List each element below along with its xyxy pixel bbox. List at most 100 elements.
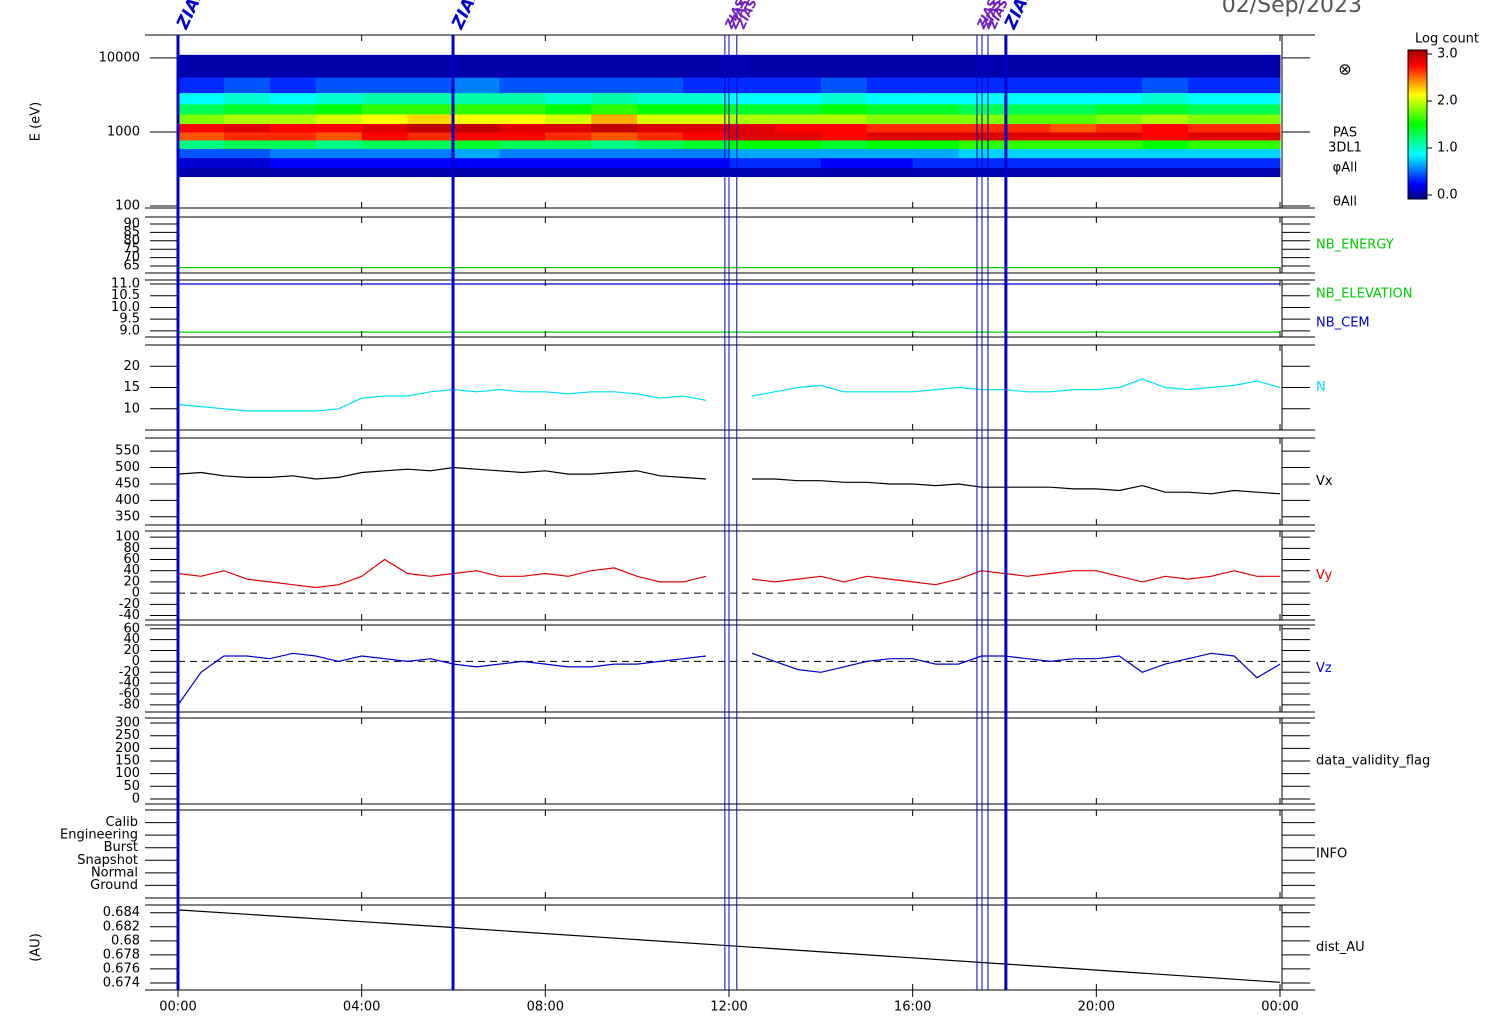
spectrogram-cell	[223, 123, 271, 133]
spectrogram-cell	[1234, 148, 1281, 159]
spectrogram-cell	[545, 77, 592, 94]
y-tick-label: 450	[115, 476, 140, 491]
spectrogram-cell	[729, 77, 776, 94]
spectrogram-cell	[1234, 103, 1281, 115]
spectrogram-cell	[683, 157, 730, 169]
spectrogram-cell	[1234, 123, 1281, 133]
spectrogram-cell	[1142, 123, 1189, 133]
spectrogram-cell	[683, 92, 730, 105]
panel-label: data_validity_flag	[1316, 754, 1430, 769]
y-tick-label: 10.0	[111, 300, 140, 315]
legend-label: NB_ENERGY	[1316, 238, 1394, 253]
spectrogram-cell	[1004, 167, 1051, 178]
spectrogram-cell	[223, 167, 271, 178]
legend-label: Vx	[1316, 474, 1333, 489]
y-axis-label: E (eV)	[29, 102, 44, 141]
y-tick-label: 40	[123, 632, 140, 647]
spectrogram-cell	[637, 139, 684, 149]
spectrogram-cell	[223, 54, 271, 78]
spectrogram-cell	[820, 123, 868, 133]
spectrogram-cell	[1050, 157, 1097, 169]
spectrogram-cell	[729, 131, 776, 141]
y-tick-label: -20	[119, 665, 140, 680]
spectrogram-cell	[912, 157, 960, 169]
spectrogram-cell	[591, 148, 638, 159]
y-tick-label: 1000	[107, 124, 140, 139]
spectrogram-cell	[361, 113, 409, 125]
spectrogram-cell	[223, 131, 271, 141]
spectrogram-cell	[1142, 167, 1189, 178]
series-line	[177, 378, 1281, 412]
spectrogram-cell	[683, 113, 730, 125]
legend-label: Vz	[1316, 661, 1332, 676]
colorbar-tick-label: 2.0	[1437, 94, 1458, 109]
y-tick-label: 9.0	[119, 323, 140, 338]
spectrogram-cell	[269, 167, 317, 178]
spectrogram-cell	[591, 167, 638, 178]
spectrogram-cell	[407, 167, 454, 178]
spectrogram-cell	[637, 131, 684, 141]
spectrogram-cell	[1050, 139, 1097, 149]
spectrogram-cell	[269, 123, 317, 133]
y-category-label: Normal	[91, 865, 138, 880]
spectrogram-cell	[178, 167, 225, 178]
spectrogram-cell	[912, 77, 960, 94]
spectrogram-cell	[820, 103, 868, 115]
spectrogram-cell	[820, 131, 868, 141]
y-tick-label: 350	[115, 509, 140, 524]
spectrogram-cell	[1142, 131, 1189, 141]
spectrogram-cell	[315, 148, 363, 159]
spectrogram-cell	[545, 103, 592, 115]
spectrogram-cell	[683, 131, 730, 141]
spectrogram-cell	[1142, 54, 1189, 78]
spectrogram-cell	[591, 157, 638, 169]
spectrogram-cell	[591, 92, 638, 105]
spectrogram-cell	[591, 77, 638, 94]
spectrogram-cell	[178, 131, 225, 141]
y-tick-label: -80	[119, 697, 140, 712]
spectrogram-cell	[912, 103, 960, 115]
spectrogram-cell	[774, 103, 822, 115]
spectrogram-cell	[1234, 131, 1281, 141]
x-tick-label: 00:00	[159, 1000, 196, 1015]
spectrogram-cell	[1004, 77, 1051, 94]
spectrogram-cell	[591, 113, 638, 125]
colorbar	[1407, 49, 1428, 200]
spectrogram-cell	[315, 103, 363, 115]
y-tick-label: 40	[123, 563, 140, 578]
instrument-label: PAS	[1333, 126, 1357, 141]
spectrogram-cell	[453, 131, 500, 141]
spectrogram-cell	[1004, 103, 1051, 115]
spectrogram-cell	[178, 103, 225, 115]
spectrogram-cell	[361, 77, 409, 94]
spectrogram-cell	[1096, 103, 1143, 115]
y-tick-label: 0	[132, 791, 140, 806]
spectrogram-cell	[269, 54, 317, 78]
spectrogram-cell	[774, 167, 822, 178]
spectrogram-cell	[774, 131, 822, 141]
y-tick-label: 0.682	[103, 919, 140, 934]
spectrogram-cell	[1050, 103, 1097, 115]
spectrogram-cell	[591, 131, 638, 141]
spectrogram-cell	[1004, 92, 1051, 105]
spectrogram-cell	[1004, 157, 1051, 169]
spectrogram-cell	[499, 167, 546, 178]
spectrogram-cell	[1188, 54, 1235, 78]
spectrogram-cell	[545, 54, 592, 78]
spectrogram-cell	[1142, 77, 1189, 94]
spectrogram-cell	[912, 148, 960, 159]
spectrogram-cell	[1050, 167, 1097, 178]
y-tick-label: -40	[119, 608, 140, 623]
spectrogram-cell	[912, 139, 960, 149]
spectrogram-cell	[637, 123, 684, 133]
spectrogram-cell	[499, 131, 546, 141]
spectrogram-cell	[866, 148, 914, 159]
spectrogram-cell	[269, 157, 317, 169]
spectrogram-cell	[499, 77, 546, 94]
spectrogram-cell	[683, 54, 730, 78]
spectrogram-cell	[774, 139, 822, 149]
spectrogram-cell	[729, 54, 776, 78]
spectrogram-cell	[178, 139, 225, 149]
colorbar-tick-label: 0.0	[1437, 188, 1458, 203]
